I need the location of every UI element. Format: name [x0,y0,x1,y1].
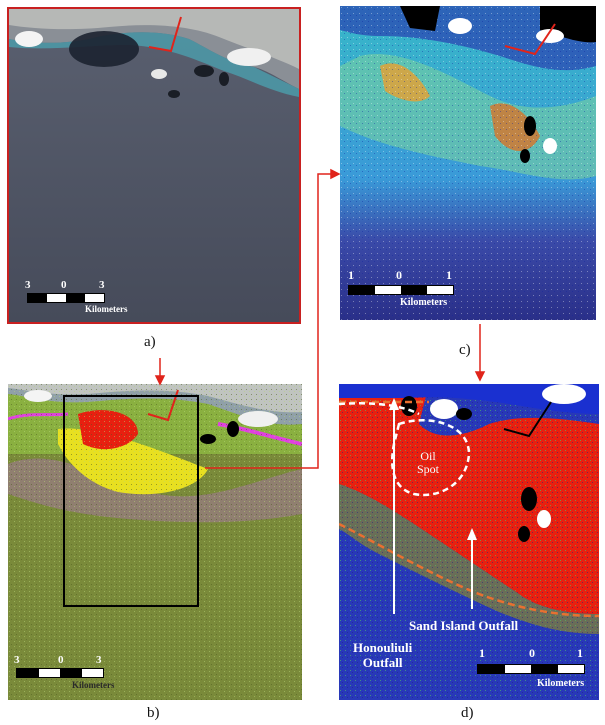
plume-outline [339,400,599,618]
scale-bar-b: 3 0 3 Kilometers [14,654,134,696]
panel-b-classification-map: 3 0 3 Kilometers [8,384,302,700]
satellite-image-graphic [9,9,299,322]
caption-c: c) [459,342,471,358]
scale-bar-graphic [348,285,454,295]
scale-label-right: 3 [99,279,105,291]
scale-unit-label: Kilometers [537,678,585,689]
oil-spot-label: Oil Spot [417,450,439,476]
oil-spot-map-graphic [339,384,599,700]
panel-c-index-map: 1 0 1 Kilometers [340,6,596,320]
scale-bar-c: 1 0 1 Kilometers [346,268,466,312]
subset-rectangle [63,395,199,607]
caption-a: a) [144,334,156,350]
panel-a-satellite-image: 3 0 3 Kilometers [7,7,301,324]
sand-island-outfall-label: Sand Island Outfall [409,618,519,633]
panel-d-oil-spot-map: Oil Spot Sand Island Outfall Honouliuli … [339,384,599,700]
caption-d: d) [461,705,474,721]
honouliuli-label-line2: Outfall [362,655,403,670]
caption-b: b) [147,705,160,721]
scale-label-mid: 0 [529,646,535,660]
honouliuli-label-line1: Honouliuli [353,640,413,655]
scale-bar-a: 3 0 3 Kilometers [25,279,135,319]
scale-unit-label: Kilometers [400,297,448,308]
scale-label-mid: 0 [61,279,67,291]
scale-label-left: 1 [479,646,485,660]
honouliuli-outfall-label: Honouliuli Outfall [353,640,412,670]
scale-bar-d: 1 0 1 Kilometers [473,646,597,694]
scale-label-left: 1 [348,268,354,282]
scale-label-left: 3 [25,279,31,291]
scale-label-right: 3 [96,654,102,666]
oil-spot-label-line2: Spot [417,462,440,476]
oil-spot-label-line1: Oil [420,449,436,463]
scale-label-mid: 0 [396,268,402,282]
classification-map-graphic [8,384,302,700]
scale-label-left: 3 [14,654,20,666]
index-map-graphic [340,6,596,320]
scale-label-right: 1 [446,268,452,282]
scale-label-mid: 0 [58,654,64,666]
scale-bar-graphic [477,664,585,674]
scale-bar-graphic [27,293,105,303]
scale-unit-label: Kilometers [72,680,115,690]
scale-bar-graphic [16,668,104,678]
scale-label-right: 1 [577,646,583,660]
scale-unit-label: Kilometers [85,304,128,314]
